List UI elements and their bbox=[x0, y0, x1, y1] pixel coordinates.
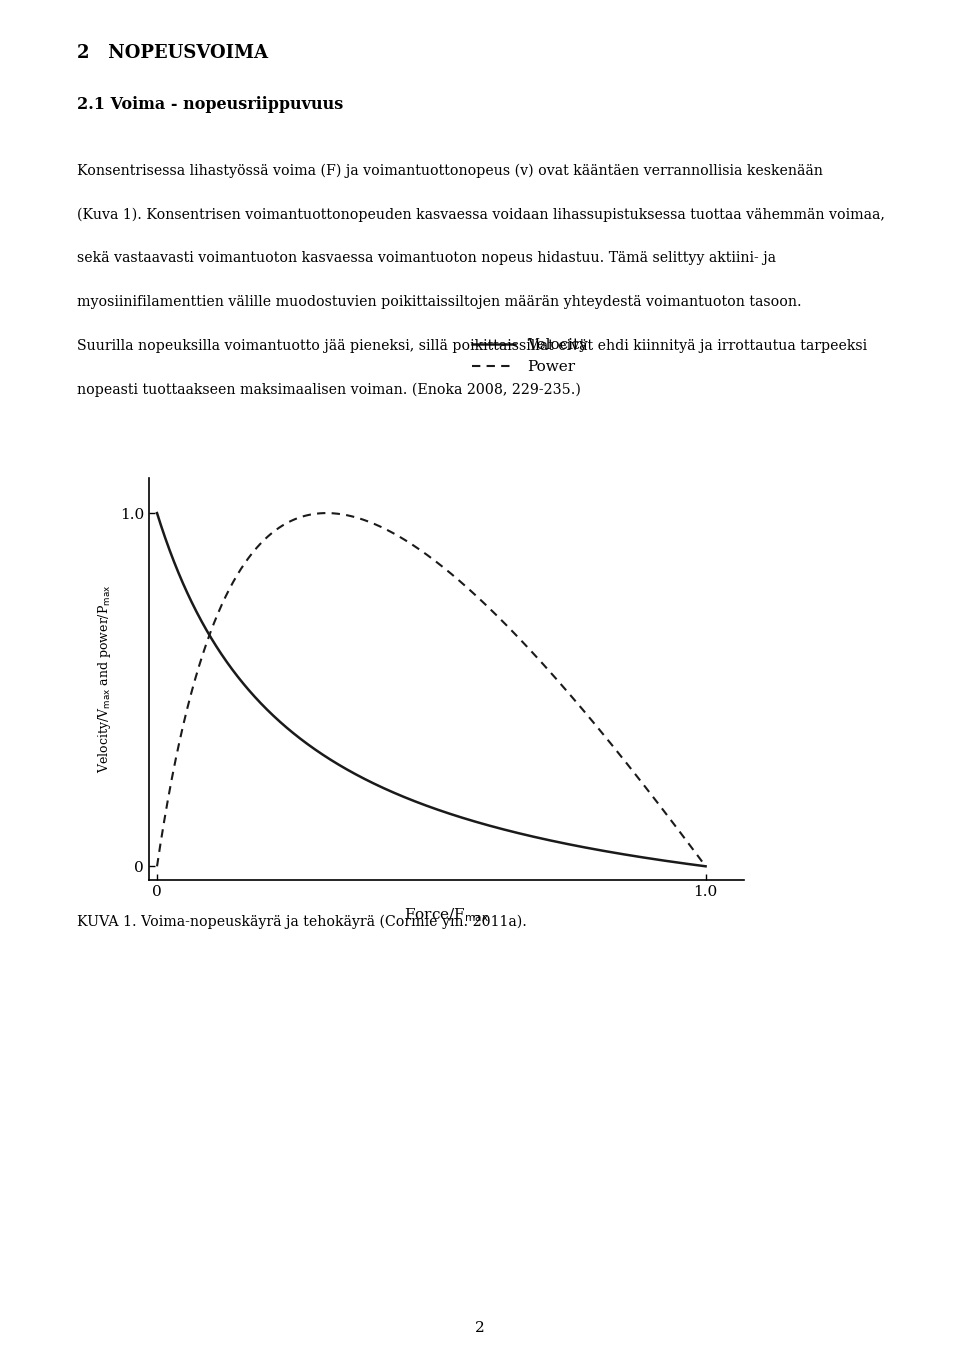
Text: sekä vastaavasti voimantuoton kasvaessa voimantuoton nopeus hidastuu. Tämä selit: sekä vastaavasti voimantuoton kasvaessa … bbox=[77, 251, 776, 265]
Legend: Velocity, Power: Velocity, Power bbox=[466, 332, 594, 381]
Text: KUVA 1. Voima-nopeuskäyrä ja tehokäyrä (Cormie ym. 2011a).: KUVA 1. Voima-nopeuskäyrä ja tehokäyrä (… bbox=[77, 915, 527, 930]
Text: (Kuva 1). Konsentrisen voimantuottonopeuden kasvaessa voidaan lihassupistuksessa: (Kuva 1). Konsentrisen voimantuottonopeu… bbox=[77, 207, 885, 222]
Y-axis label: Velocity/V$_{\mathrm{max}}$ and power/P$_{\mathrm{max}}$: Velocity/V$_{\mathrm{max}}$ and power/P$… bbox=[96, 584, 112, 774]
Text: 2   NOPEUSVOIMA: 2 NOPEUSVOIMA bbox=[77, 44, 268, 61]
Text: 2: 2 bbox=[475, 1321, 485, 1335]
Text: myosiinifilamenttien välille muodostuvien poikittaissiltojen määrän yhteydestä v: myosiinifilamenttien välille muodostuvie… bbox=[77, 295, 802, 308]
Text: nopeasti tuottaakseen maksimaalisen voiman. (Enoka 2008, 229-235.): nopeasti tuottaakseen maksimaalisen voim… bbox=[77, 382, 581, 397]
Text: Suurilla nopeuksilla voimantuotto jää pieneksi, sillä poikittaissillat eivät ehd: Suurilla nopeuksilla voimantuotto jää pi… bbox=[77, 339, 867, 352]
Text: 2.1 Voima - nopeusriippuvuus: 2.1 Voima - nopeusriippuvuus bbox=[77, 96, 343, 112]
X-axis label: Force/F$_{\mathrm{max}}$: Force/F$_{\mathrm{max}}$ bbox=[404, 906, 489, 924]
Text: Konsentrisessa lihastyössä voima (F) ja voimantuottonopeus (v) ovat kääntäen ver: Konsentrisessa lihastyössä voima (F) ja … bbox=[77, 164, 823, 179]
